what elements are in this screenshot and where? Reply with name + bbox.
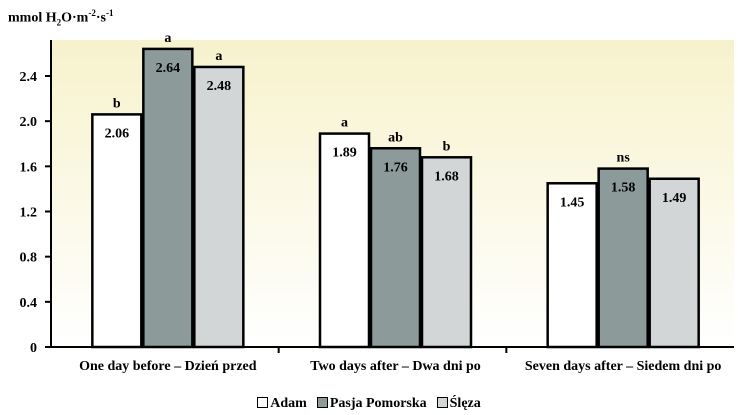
- legend-swatch: [316, 397, 328, 409]
- bar: [597, 167, 649, 349]
- bar-value-label: 1.45: [560, 195, 585, 210]
- legend: Adam Pasja Pomorska Ślęza: [0, 396, 738, 412]
- bar-value-label: 1.89: [332, 146, 357, 161]
- bar-value-label: 1.76: [383, 160, 408, 175]
- x-category-label: Two days after – Dwa dni po: [310, 359, 481, 374]
- legend-item: Ślęza: [436, 396, 481, 412]
- legend-swatch: [257, 397, 269, 409]
- bar-value-label: 2.64: [156, 61, 181, 76]
- bar-value-label: 1.68: [434, 169, 459, 184]
- bar: [142, 47, 194, 349]
- bar-value-label: 1.49: [662, 191, 687, 206]
- x-category-label: Seven days after – Siedem dni po: [525, 359, 722, 374]
- y-axis-label: mmol H2O·m-2·s-1: [8, 8, 114, 28]
- significance-label: a: [215, 49, 222, 64]
- legend-label: Pasja Pomorska: [329, 396, 427, 411]
- y-tick-label: 2.4: [20, 70, 38, 85]
- bar: [369, 147, 422, 349]
- chart: 2.06 b 2.64 a 2.48 a 1.89 a 1.76 ab 1.68 b 1.45 1.58 n…: [20, 31, 734, 374]
- bar-value-label: 2.06: [105, 126, 130, 141]
- legend-label: Adam: [270, 396, 307, 411]
- legend-item: Pasja Pomorska: [316, 396, 427, 412]
- legend-label: Ślęza: [449, 396, 481, 411]
- legend-swatch: [436, 397, 448, 409]
- y-tick-label: 0: [30, 341, 37, 356]
- significance-label: ab: [388, 130, 403, 145]
- legend-item: Adam: [257, 396, 307, 412]
- y-tick-label: 0.8: [20, 251, 38, 266]
- bar: [648, 177, 700, 349]
- bar: [193, 65, 245, 349]
- significance-label: ns: [617, 151, 631, 166]
- significance-label: a: [164, 31, 171, 46]
- bar-value-label: 1.58: [611, 181, 636, 196]
- bar: [91, 113, 143, 349]
- y-tick-label: 2.0: [20, 115, 38, 130]
- x-category-label: One day before – Dzień przed: [79, 359, 257, 374]
- y-tick-label: 1.2: [20, 206, 38, 221]
- bar-value-label: 2.48: [207, 79, 232, 94]
- bar: [318, 132, 371, 349]
- y-tick-label: 0.4: [20, 296, 38, 311]
- bar: [420, 156, 473, 349]
- significance-label: b: [113, 96, 121, 111]
- significance-label: b: [443, 139, 451, 154]
- bar: [546, 182, 598, 349]
- significance-label: a: [341, 116, 348, 131]
- y-tick-label: 1.6: [20, 160, 38, 175]
